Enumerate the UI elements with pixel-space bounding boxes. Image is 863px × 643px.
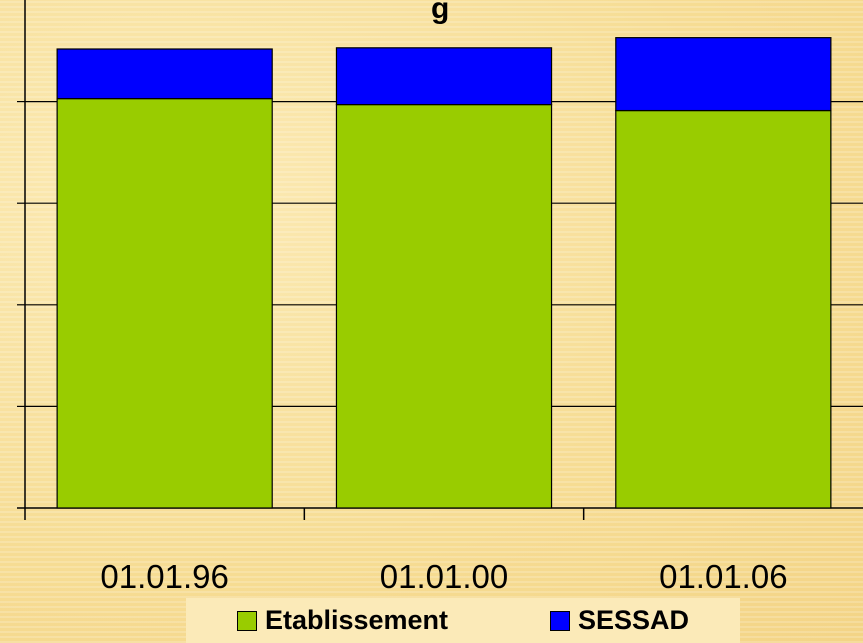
legend-swatch-etablissement [236, 610, 257, 631]
legend-item-etablissement: Etablissement [236, 605, 449, 636]
legend-label-etablissement: Etablissement [264, 605, 449, 635]
legend-item-sessad: SESSAD [549, 605, 690, 636]
bar-sessad-2 [615, 37, 832, 112]
chart-title-fragment: g [431, 0, 449, 25]
x-tick-label: 01.01.06 [659, 558, 787, 595]
bar-etablissement-2 [615, 109, 832, 509]
legend: Etablissement SESSAD [186, 598, 740, 643]
legend-swatch-sessad [549, 610, 570, 631]
x-tick-label: 01.01.96 [100, 558, 228, 595]
x-tick-label: 01.01.00 [380, 558, 508, 595]
legend-label-sessad: SESSAD [577, 605, 690, 635]
bar-sessad-1 [335, 47, 553, 106]
bar-etablissement-1 [335, 103, 553, 509]
bar-sessad-0 [56, 48, 273, 100]
plot-area: 01.01.96 01.01.00 01.01.06 [17, 0, 863, 595]
bar-etablissement-0 [56, 98, 273, 509]
